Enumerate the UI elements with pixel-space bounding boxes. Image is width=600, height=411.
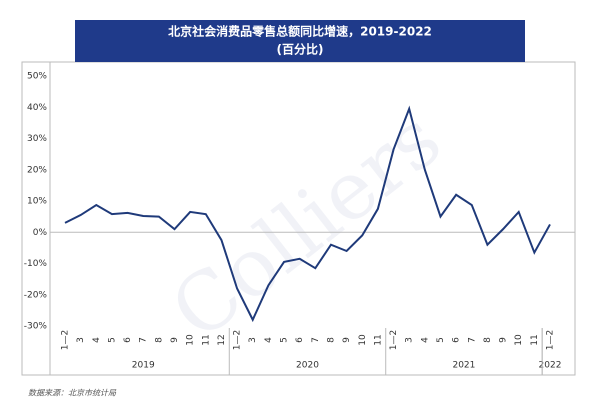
- x-tick-label: 6: [123, 337, 133, 343]
- x-tick-label: 4: [264, 337, 274, 343]
- x-tick-label: 9: [499, 337, 509, 343]
- x-tick-label: 4: [420, 337, 430, 343]
- x-tick-label: 3: [76, 337, 86, 343]
- chart-title: 北京社会消费品零售总额同比增速，2019-2022: [168, 24, 432, 39]
- y-tick-label: -20%: [24, 290, 48, 300]
- x-tick-label: 1—2: [546, 330, 556, 350]
- x-tick-label: 9: [342, 337, 352, 343]
- x-tick-label: 1—2: [61, 330, 71, 350]
- group-label: 2020: [296, 361, 319, 371]
- data-line: [64, 105, 551, 323]
- x-tick-label: 1—2: [233, 330, 243, 350]
- x-tick-label: 9: [170, 337, 180, 343]
- x-tick-label: 5: [436, 337, 446, 343]
- x-tick-label: 5: [280, 337, 290, 343]
- y-tick-label: 30%: [27, 134, 47, 144]
- x-tick-label: 10: [514, 334, 524, 346]
- source: 数据来源：北京市统计局: [28, 389, 117, 398]
- x-tick-label: 12: [217, 334, 227, 345]
- y-tick-label: 50%: [27, 72, 47, 82]
- y-tick-label: -30%: [24, 322, 48, 332]
- x-tick-label: 5: [107, 337, 117, 343]
- group-label: 2022: [539, 361, 562, 371]
- header-box: [75, 20, 525, 62]
- watermark: Colliers: [154, 92, 458, 358]
- x-tick-label: 7: [139, 337, 149, 343]
- x-tick-label: 7: [311, 337, 321, 343]
- x-tick-label: 8: [154, 337, 164, 343]
- chart-subtitle: (百分比): [277, 42, 324, 57]
- x-tick-label: 10: [358, 334, 368, 346]
- y-tick-label: -10%: [24, 259, 48, 269]
- x-tick-label: 11: [373, 334, 383, 345]
- x-tick-label: 6: [295, 337, 305, 343]
- x-tick-label: 8: [483, 337, 493, 343]
- x-tick-label: 3: [248, 337, 258, 343]
- group-label: 2019: [132, 361, 155, 371]
- y-tick-label: 10%: [27, 197, 47, 207]
- x-tick-label: 11: [201, 334, 211, 345]
- x-tick-label: 10: [186, 334, 196, 346]
- x-tick-label: 8: [326, 337, 336, 343]
- x-tick-label: 11: [530, 334, 540, 345]
- y-tick-label: 20%: [27, 165, 47, 175]
- x-tick-label: 4: [92, 337, 102, 343]
- x-tick-label: 7: [467, 337, 477, 343]
- x-tick-label: 6: [452, 337, 462, 343]
- y-tick-label: 40%: [27, 103, 47, 113]
- group-label: 2021: [452, 361, 475, 371]
- x-tick-label: 3: [405, 337, 415, 343]
- y-tick-label: 0%: [33, 228, 48, 238]
- x-tick-label: 1—2: [389, 330, 399, 350]
